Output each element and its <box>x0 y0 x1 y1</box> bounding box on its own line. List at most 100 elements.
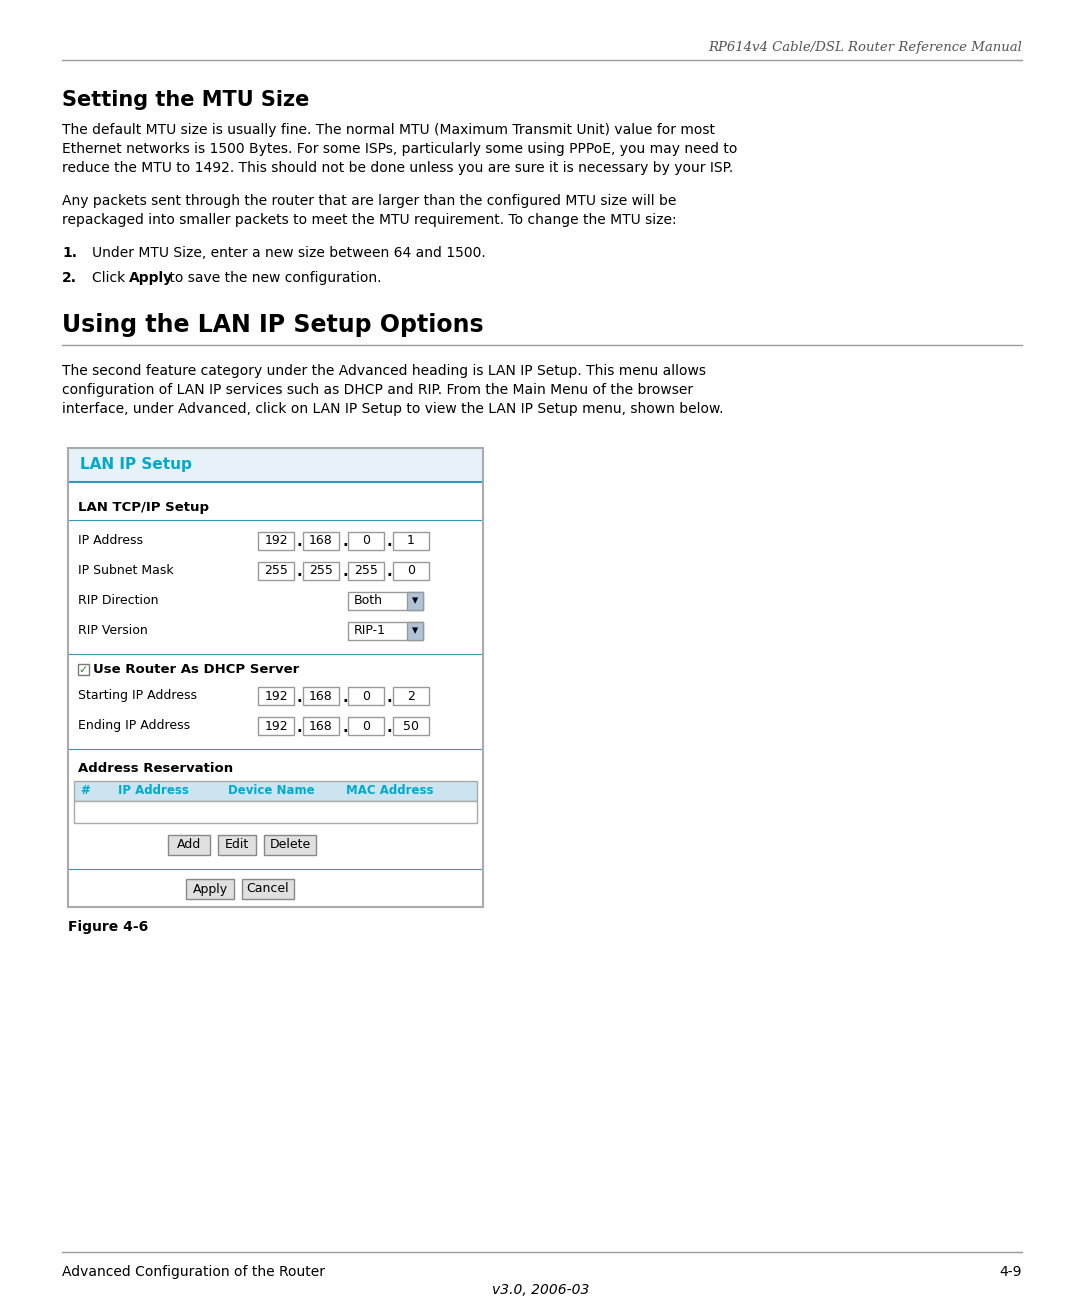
Text: IP Address: IP Address <box>118 784 189 797</box>
Text: .: . <box>387 689 393 705</box>
Text: Starting IP Address: Starting IP Address <box>78 689 197 702</box>
Text: Setting the MTU Size: Setting the MTU Size <box>62 89 309 110</box>
Text: .: . <box>387 534 393 550</box>
Text: 0: 0 <box>362 689 370 702</box>
Bar <box>348 592 423 610</box>
Text: 4-9: 4-9 <box>999 1265 1022 1279</box>
Text: Apply: Apply <box>192 883 228 896</box>
Text: 2: 2 <box>407 689 415 702</box>
Text: ▾: ▾ <box>411 625 418 638</box>
Text: 192: 192 <box>265 719 287 732</box>
Text: Advanced Configuration of the Router: Advanced Configuration of the Router <box>62 1265 325 1279</box>
Text: LAN IP Setup: LAN IP Setup <box>80 457 192 473</box>
Bar <box>75 781 477 801</box>
Text: The default MTU size is usually fine. The normal MTU (Maximum Transmit Unit) val: The default MTU size is usually fine. Th… <box>62 123 715 137</box>
Text: Both: Both <box>354 595 383 608</box>
Bar <box>258 531 294 550</box>
Text: Under MTU Size, enter a new size between 64 and 1500.: Under MTU Size, enter a new size between… <box>92 246 486 260</box>
Text: 0: 0 <box>407 565 415 578</box>
Bar <box>393 687 429 705</box>
Text: interface, under Advanced, click on LAN IP Setup to view the LAN IP Setup menu, : interface, under Advanced, click on LAN … <box>62 402 724 416</box>
Bar <box>303 717 339 735</box>
Text: Ethernet networks is 1500 Bytes. For some ISPs, particularly some using PPPoE, y: Ethernet networks is 1500 Bytes. For som… <box>62 143 738 156</box>
Bar <box>348 717 384 735</box>
Text: .: . <box>297 565 302 579</box>
Text: Apply: Apply <box>129 271 173 285</box>
Bar <box>407 592 423 610</box>
Bar <box>168 835 210 855</box>
Bar <box>242 879 294 899</box>
Text: 0: 0 <box>362 719 370 732</box>
Bar <box>303 531 339 550</box>
Text: ▾: ▾ <box>411 595 418 608</box>
Text: .: . <box>342 719 348 735</box>
Text: The second feature category under the Advanced heading is LAN IP Setup. This men: The second feature category under the Ad… <box>62 364 706 378</box>
Text: .: . <box>297 689 302 705</box>
Bar <box>348 687 384 705</box>
Text: Any packets sent through the router that are larger than the configured MTU size: Any packets sent through the router that… <box>62 194 676 207</box>
Text: 255: 255 <box>354 565 378 578</box>
Text: to save the new configuration.: to save the new configuration. <box>164 271 381 285</box>
Text: RIP-1: RIP-1 <box>354 625 386 638</box>
Text: .: . <box>342 565 348 579</box>
Text: Using the LAN IP Setup Options: Using the LAN IP Setup Options <box>62 314 484 337</box>
Bar <box>68 448 483 482</box>
Bar <box>78 664 89 675</box>
Text: .: . <box>387 719 393 735</box>
Text: MAC Address: MAC Address <box>346 784 433 797</box>
Text: Address Reservation: Address Reservation <box>78 762 233 775</box>
Text: configuration of LAN IP services such as DHCP and RIP. From the Main Menu of the: configuration of LAN IP services such as… <box>62 384 693 397</box>
Text: 2.: 2. <box>62 271 77 285</box>
Text: 192: 192 <box>265 534 287 547</box>
Text: RP614v4 Cable/DSL Router Reference Manual: RP614v4 Cable/DSL Router Reference Manua… <box>708 41 1022 54</box>
Text: 255: 255 <box>309 565 333 578</box>
Text: IP Subnet Mask: IP Subnet Mask <box>78 565 174 578</box>
Bar <box>393 562 429 581</box>
Bar <box>393 531 429 550</box>
Text: .: . <box>297 719 302 735</box>
Bar <box>258 717 294 735</box>
Text: 50: 50 <box>403 719 419 732</box>
Text: 168: 168 <box>309 689 333 702</box>
Text: Device Name: Device Name <box>228 784 314 797</box>
Text: 1: 1 <box>407 534 415 547</box>
Bar <box>75 801 477 823</box>
Text: 255: 255 <box>265 565 288 578</box>
Text: Cancel: Cancel <box>246 883 289 896</box>
Text: Click: Click <box>92 271 130 285</box>
Text: 168: 168 <box>309 534 333 547</box>
Bar <box>303 562 339 581</box>
Text: Use Router As DHCP Server: Use Router As DHCP Server <box>93 664 299 677</box>
Bar <box>258 562 294 581</box>
Text: ✓: ✓ <box>79 665 89 674</box>
Text: reduce the MTU to 1492. This should not be done unless you are sure it is necess: reduce the MTU to 1492. This should not … <box>62 161 733 175</box>
Text: RIP Direction: RIP Direction <box>78 595 159 608</box>
Text: RIP Version: RIP Version <box>78 625 148 638</box>
Bar <box>407 622 423 640</box>
Text: .: . <box>297 534 302 550</box>
Text: #: # <box>80 784 90 797</box>
Bar <box>348 622 423 640</box>
Text: Delete: Delete <box>269 839 311 851</box>
Text: 168: 168 <box>309 719 333 732</box>
Bar <box>348 531 384 550</box>
Bar <box>303 687 339 705</box>
Text: LAN TCP/IP Setup: LAN TCP/IP Setup <box>78 500 210 513</box>
Bar <box>218 835 256 855</box>
Bar <box>186 879 234 899</box>
Bar <box>68 448 483 907</box>
Text: repackaged into smaller packets to meet the MTU requirement. To change the MTU s: repackaged into smaller packets to meet … <box>62 213 677 227</box>
Text: Ending IP Address: Ending IP Address <box>78 719 190 732</box>
Text: .: . <box>342 689 348 705</box>
Text: .: . <box>342 534 348 550</box>
Bar <box>348 562 384 581</box>
Text: .: . <box>387 565 393 579</box>
Text: Edit: Edit <box>225 839 249 851</box>
Text: 192: 192 <box>265 689 287 702</box>
Text: Add: Add <box>177 839 201 851</box>
Bar <box>264 835 316 855</box>
Text: v3.0, 2006-03: v3.0, 2006-03 <box>492 1283 590 1296</box>
Text: Figure 4-6: Figure 4-6 <box>68 920 148 934</box>
Text: 0: 0 <box>362 534 370 547</box>
Text: IP Address: IP Address <box>78 534 143 547</box>
